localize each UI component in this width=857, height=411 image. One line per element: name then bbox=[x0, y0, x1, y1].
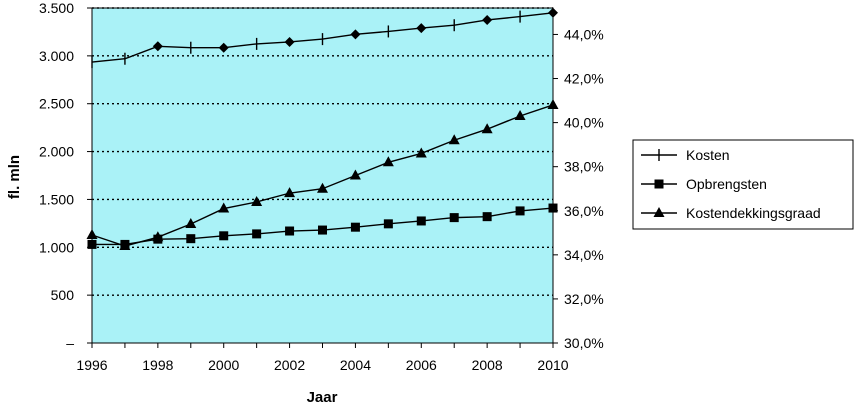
data-point-kostendekkingsgraad bbox=[382, 156, 394, 167]
x-tick-label: 1996 bbox=[76, 357, 107, 373]
y-left-tick-label: – bbox=[66, 335, 74, 351]
x-tick-label: 2004 bbox=[340, 357, 371, 373]
y-left-tick-label: 2.000 bbox=[39, 144, 74, 160]
x-tick-label: 2006 bbox=[406, 357, 437, 373]
y-left-tick-label: 3.000 bbox=[39, 48, 74, 64]
data-point-opbrengsten bbox=[449, 213, 459, 223]
data-point-kostendekkingsgraad bbox=[284, 187, 296, 198]
data-point-kostendekkingsgraad bbox=[547, 98, 559, 109]
data-point-opbrengsten bbox=[350, 222, 360, 232]
y-left-tick-label: 2.500 bbox=[39, 96, 74, 112]
y-right-tick-label: 44,0% bbox=[564, 26, 604, 42]
y-left-tick-label: 500 bbox=[51, 287, 75, 303]
y-right-tick-label: 30,0% bbox=[564, 335, 604, 351]
data-point-kostendekkingsgraad bbox=[349, 169, 361, 180]
legend-label: Kostendekkingsgraad bbox=[686, 205, 821, 221]
data-point-opbrengsten bbox=[548, 203, 558, 213]
data-point-opbrengsten bbox=[252, 229, 262, 239]
data-point-kosten bbox=[284, 36, 295, 47]
data-point-opbrengsten bbox=[285, 226, 295, 236]
x-tick-label: 2010 bbox=[537, 357, 568, 373]
data-point-kostendekkingsgraad bbox=[119, 240, 131, 251]
data-point-kostendekkingsgraad bbox=[481, 123, 493, 134]
data-point-opbrengsten bbox=[482, 212, 492, 222]
data-point-kosten bbox=[218, 42, 229, 53]
y-left-tick-label: 1.500 bbox=[39, 191, 74, 207]
x-tick-label: 2002 bbox=[274, 357, 305, 373]
y-left-tick-label: 3.500 bbox=[39, 0, 74, 16]
data-point-kosten bbox=[482, 14, 493, 25]
data-point-kostendekkingsgraad bbox=[317, 182, 328, 193]
data-point-kostendekkingsgraad bbox=[514, 109, 526, 120]
data-point-kostendekkingsgraad bbox=[152, 231, 164, 242]
series-layer bbox=[86, 7, 559, 251]
data-point-kostendekkingsgraad bbox=[653, 207, 665, 217]
plot-background bbox=[92, 8, 553, 343]
legend-marker bbox=[654, 179, 664, 189]
x-axis-label: Jaar bbox=[307, 389, 338, 406]
x-tick-label: 2000 bbox=[208, 357, 239, 373]
data-point-opbrengsten bbox=[383, 219, 393, 229]
y-right-tick-label: 34,0% bbox=[564, 247, 604, 263]
x-tick-label: 2008 bbox=[472, 357, 503, 373]
data-point-kostendekkingsgraad bbox=[185, 217, 197, 228]
legend-label: Kosten bbox=[686, 147, 730, 163]
data-point-opbrengsten bbox=[654, 179, 664, 189]
data-point-kosten bbox=[152, 41, 163, 52]
y-left-tick-label: 1.000 bbox=[39, 239, 74, 255]
legend: Kosten Opbrengsten Kostendekkingsgraad bbox=[632, 139, 854, 230]
data-point-opbrengsten bbox=[186, 234, 196, 244]
y-right-tick-label: 40,0% bbox=[564, 115, 604, 131]
data-point-kostendekkingsgraad bbox=[218, 202, 230, 213]
data-point-opbrengsten bbox=[219, 231, 229, 241]
y-right-tick-label: 32,0% bbox=[564, 291, 604, 307]
axis-layer: – 500 1.000 1.500 2.000 2.500 3.000 3.500 30,0% 3… bbox=[39, 0, 604, 373]
data-point-opbrengsten bbox=[515, 206, 525, 216]
y-right-tick-label: 36,0% bbox=[564, 203, 604, 219]
y-axis-label: fl. mln bbox=[6, 155, 23, 199]
data-point-kostendekkingsgraad bbox=[86, 229, 98, 240]
legend-items: Kosten Opbrengsten Kostendekkingsgraad bbox=[641, 147, 821, 221]
legend-label: Opbrengsten bbox=[686, 176, 767, 192]
y-right-tick-label: 38,0% bbox=[564, 159, 604, 175]
data-point-kosten bbox=[548, 7, 558, 18]
data-point-opbrengsten bbox=[87, 239, 97, 249]
data-point-kostendekkingsgraad bbox=[448, 134, 460, 145]
data-point-kosten bbox=[416, 23, 427, 34]
data-point-kosten bbox=[350, 29, 361, 40]
data-point-opbrengsten bbox=[318, 225, 327, 235]
data-point-kostendekkingsgraad bbox=[251, 195, 263, 206]
data-point-opbrengsten bbox=[416, 216, 426, 226]
x-tick-label: 1998 bbox=[142, 357, 173, 373]
legend-marker bbox=[653, 207, 665, 217]
y-right-tick-label: 42,0% bbox=[564, 71, 604, 87]
data-point-kostendekkingsgraad bbox=[415, 147, 427, 158]
